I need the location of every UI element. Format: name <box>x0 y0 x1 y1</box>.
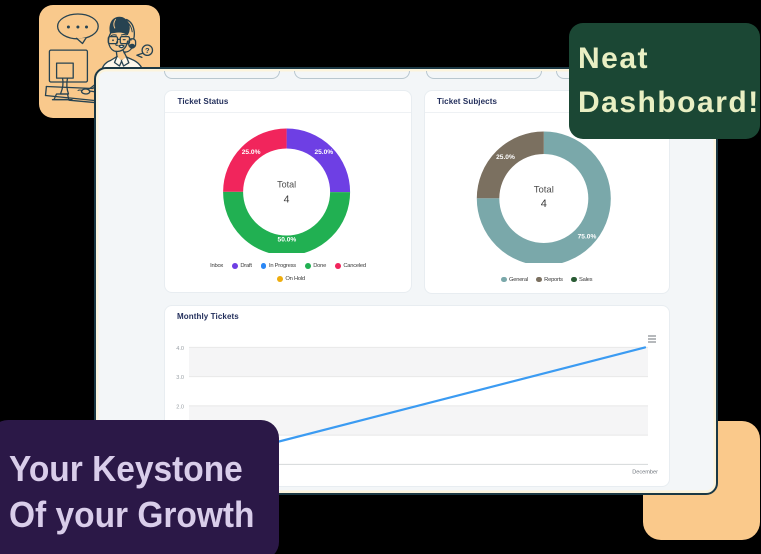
svg-text:4.0: 4.0 <box>176 345 184 351</box>
svg-text:50.0%: 50.0% <box>278 236 297 243</box>
svg-text:?: ? <box>145 46 150 55</box>
svg-text:Total: Total <box>277 179 296 189</box>
svg-text:4: 4 <box>284 193 290 205</box>
svg-text:25.0%: 25.0% <box>242 148 261 155</box>
svg-text:4: 4 <box>540 197 546 209</box>
svg-text:3.0: 3.0 <box>176 375 184 381</box>
svg-text:25.0%: 25.0% <box>314 148 333 155</box>
svg-text:December: December <box>632 469 658 475</box>
svg-text:75.0%: 75.0% <box>577 233 596 240</box>
svg-text:2.0: 2.0 <box>176 404 184 410</box>
svg-text:25.0%: 25.0% <box>496 153 515 160</box>
svg-text:Total: Total <box>533 184 553 195</box>
